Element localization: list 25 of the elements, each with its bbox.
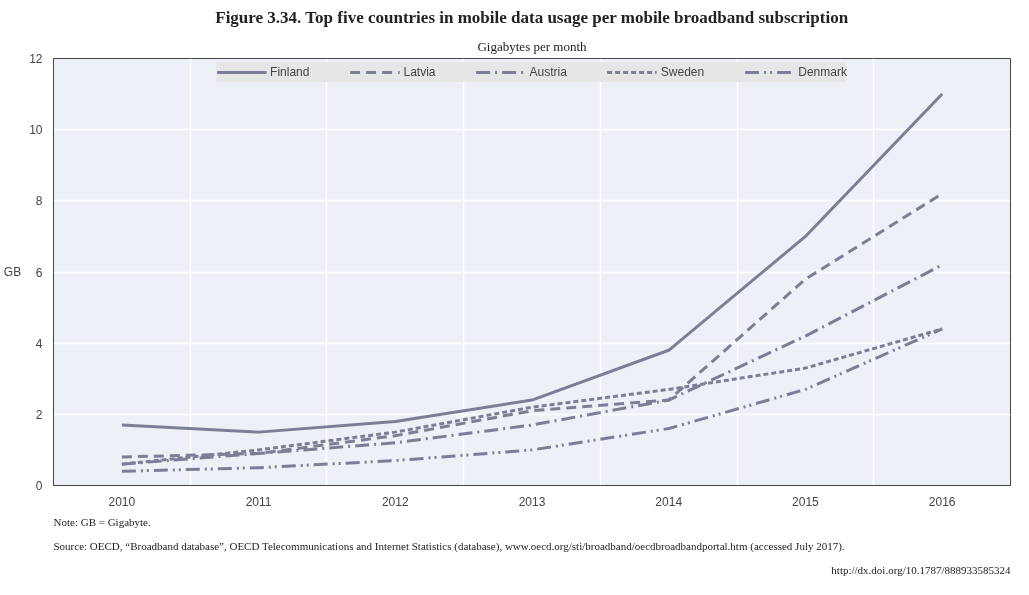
x-tick-label: 2010	[108, 494, 136, 509]
y-tick-label: 10	[29, 123, 43, 138]
x-tick-label: 2012	[381, 494, 409, 509]
text: Note: GB = Gigabyte.	[53, 515, 151, 528]
chart-title: Figure 3.34. Top five countries in mobile data usage per mobile broadband subscription	[215, 7, 849, 27]
y-tick-label: 12	[29, 52, 43, 66]
x-tick-label: 2014	[655, 494, 683, 509]
text: http://dx.doi.org/10.1787/888933585324	[831, 563, 1011, 576]
x-tick-label: 2016	[928, 494, 956, 509]
legend-label: Austria	[529, 65, 567, 79]
chart-subtitle: Gigabytes per month	[477, 38, 588, 54]
y-tick-label: 0	[35, 479, 43, 493]
source-note: Source: OECD, “Broadband database”, OECD Telecommunications and Internet Statistics (database), www.oecd.org/sti/broadband/oecdbroadbandportal.htm (accessed July 2017).	[53, 539, 845, 553]
y-tick-label: 2	[35, 407, 43, 422]
x-tick-label: 2011	[245, 494, 272, 509]
x-tick-label: 2015	[792, 494, 820, 509]
legend-label: Denmark	[798, 65, 847, 79]
y-tick-label: 4	[35, 336, 43, 351]
legend-label: Latvia	[403, 65, 436, 79]
y-axis-title: GB	[3, 265, 22, 279]
legend-label: Sweden	[660, 65, 705, 79]
x-tick-label: 2013	[518, 494, 546, 509]
legend-label: Finland	[270, 65, 310, 79]
y-tick-label: 8	[35, 194, 43, 209]
y-tick-label: 6	[35, 265, 43, 280]
